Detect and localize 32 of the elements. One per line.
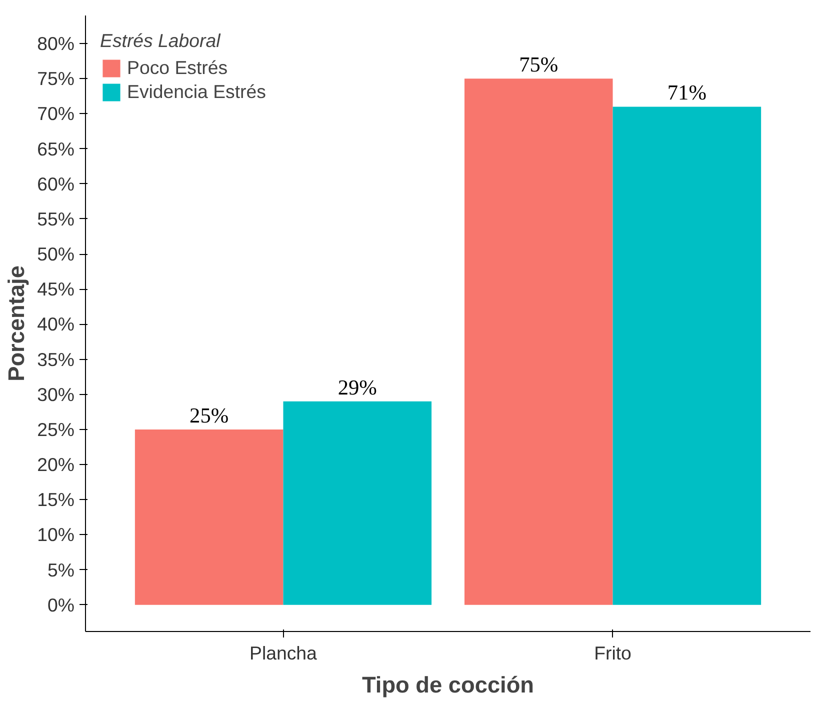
y-tick-label: 0% [48,594,75,616]
y-tick-label: 40% [37,314,75,335]
y-tick-label: 20% [37,454,75,476]
legend-label: Evidencia Estrés [127,81,266,103]
x-tick-label: Frito [594,642,632,664]
y-tick-label: 55% [37,208,75,230]
y-tick-label: 15% [37,489,75,510]
y-tick-label: 25% [37,418,75,440]
y-tick-label: 45% [37,278,75,300]
y-tick-label: 80% [37,33,75,54]
data-label: 29% [338,375,378,400]
y-tick-label: 65% [37,138,75,160]
bar [283,401,432,605]
data-label: 25% [190,403,229,428]
y-tick-label: 5% [48,559,75,580]
x-tick-label: Plancha [250,642,318,664]
data-label: 75% [519,52,558,77]
y-tick-label: 30% [37,384,75,405]
bar [134,429,284,605]
y-tick-label: 10% [37,524,75,546]
y-axis-title: Porcentaje [3,266,30,382]
bar [464,78,613,605]
y-tick-label: 35% [37,348,75,370]
bar [612,106,762,605]
data-label: 71% [667,80,707,105]
x-axis-title: Tipo de cocción [362,672,534,698]
y-tick-label: 60% [37,173,75,194]
y-tick-label: 75% [37,68,75,90]
y-tick-label: 50% [37,244,75,265]
y-tick-label: 70% [37,103,75,124]
legend-label: Poco Estrés [127,57,228,79]
legend-title: Estrés Laboral [100,30,222,52]
